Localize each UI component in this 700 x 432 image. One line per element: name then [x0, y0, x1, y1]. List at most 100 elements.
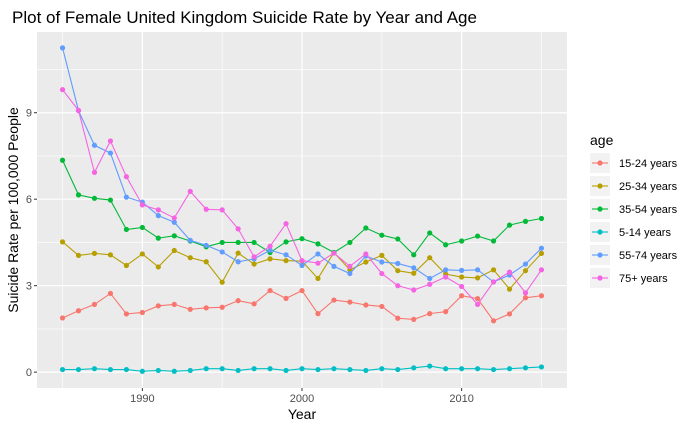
data-point-75-years — [283, 221, 289, 227]
data-point-5-14-years — [91, 366, 98, 372]
legend-item-25-34-years: 25-34 years — [590, 176, 678, 196]
data-point-15-24-years — [171, 301, 177, 308]
data-point-55-74-years — [411, 265, 417, 271]
x-tick-label: 2010 — [449, 393, 473, 405]
data-point-15-24-years — [506, 311, 513, 317]
data-point-5-14-years — [490, 366, 497, 373]
data-point-35-54-years — [411, 252, 417, 258]
data-point-35-54-years — [139, 224, 145, 231]
data-point-5-14-years — [427, 363, 433, 369]
data-point-25-34-years — [267, 256, 273, 262]
data-point-55-74-years — [299, 262, 305, 269]
data-point-55-74-years — [187, 237, 193, 244]
data-point-35-54-years — [219, 239, 225, 246]
data-point-35-54-years — [107, 197, 114, 203]
data-point-15-24-years — [538, 293, 545, 299]
data-point-55-74-years — [155, 213, 161, 219]
data-point-25-34-years — [187, 255, 193, 261]
data-point-5-14-years — [235, 367, 241, 374]
data-point-55-74-years — [522, 261, 529, 267]
data-point-5-14-years — [395, 366, 401, 373]
data-point-75-years — [59, 87, 66, 93]
data-point-5-14-years — [475, 366, 481, 372]
series-15-24-years — [59, 287, 545, 324]
data-point-55-74-years — [331, 263, 337, 269]
data-point-5-14-years — [59, 366, 66, 373]
legend-label: 5-14 years — [619, 227, 671, 239]
data-point-55-74-years — [459, 267, 465, 273]
data-point-75-years — [490, 279, 497, 285]
data-point-35-54-years — [395, 236, 401, 242]
data-point-15-24-years — [522, 295, 529, 301]
y-axis-title: Suicide Rate per 100,000 People — [5, 107, 21, 313]
data-point-35-54-years — [363, 225, 369, 231]
legend-label: 75+ years — [619, 273, 668, 285]
legend-label: 55-74 years — [619, 250, 678, 262]
data-point-25-34-years — [59, 239, 66, 245]
data-point-35-54-years — [538, 215, 545, 222]
data-point-15-24-years — [123, 311, 129, 317]
data-point-35-54-years — [283, 239, 289, 245]
data-point-55-74-years — [171, 219, 177, 225]
data-point-55-74-years — [107, 150, 114, 156]
data-point-25-34-years — [522, 268, 529, 274]
data-point-35-54-years — [459, 238, 465, 244]
data-point-75-years — [267, 243, 273, 249]
data-point-25-34-years — [395, 268, 401, 274]
data-point-55-74-years — [475, 267, 481, 273]
data-point-25-34-years — [411, 270, 417, 276]
legend-label: 25-34 years — [619, 181, 678, 193]
data-point-15-24-years — [411, 316, 417, 322]
data-point-15-24-years — [299, 287, 305, 294]
legend-label: 35-54 years — [619, 204, 678, 216]
data-point-55-74-years — [203, 242, 209, 248]
data-point-55-74-years — [315, 251, 321, 257]
data-point-75-years — [411, 287, 417, 293]
data-point-75-years — [427, 281, 433, 287]
data-point-5-14-years — [443, 366, 449, 372]
data-point-75-years — [538, 267, 545, 273]
data-point-5-14-years — [459, 366, 465, 372]
data-point-25-34-years — [203, 259, 209, 265]
data-point-75-years — [506, 269, 513, 275]
data-point-55-74-years — [235, 259, 241, 265]
data-point-75-years — [379, 270, 385, 277]
data-point-15-24-years — [347, 299, 353, 305]
data-point-25-34-years — [219, 279, 225, 285]
data-point-5-14-years — [251, 366, 257, 372]
data-point-15-24-years — [490, 318, 497, 324]
data-point-15-24-years — [107, 290, 114, 297]
data-point-35-54-years — [427, 230, 433, 236]
data-point-5-14-years — [171, 368, 177, 374]
data-point-25-34-years — [283, 257, 289, 264]
data-point-25-34-years — [538, 250, 545, 256]
data-point-15-24-years — [203, 305, 209, 311]
data-point-15-24-years — [219, 304, 225, 310]
legend-item-55-74-years: 55-74 years — [590, 245, 678, 265]
data-point-75-years — [203, 206, 209, 212]
data-point-75-years — [347, 263, 353, 269]
x-axis-title: Year — [288, 406, 317, 422]
data-point-5-14-years — [363, 367, 369, 374]
data-point-25-34-years — [459, 274, 465, 280]
data-point-55-74-years — [427, 275, 433, 282]
data-point-25-34-years — [171, 247, 177, 254]
data-point-55-74-years — [395, 260, 401, 267]
data-point-15-24-years — [331, 297, 337, 303]
data-point-75-years — [443, 274, 449, 280]
data-point-75-years — [363, 251, 369, 257]
data-point-55-74-years — [267, 247, 273, 253]
data-point-15-24-years — [443, 309, 449, 315]
data-point-15-24-years — [155, 303, 161, 309]
legend-item-15-24-years: 15-24 years — [590, 153, 678, 173]
legend-item-75-years: 75+ years — [590, 268, 668, 288]
data-point-25-34-years — [123, 262, 129, 269]
data-point-5-14-years — [203, 366, 209, 372]
data-point-15-24-years — [91, 301, 98, 308]
x-axis: 1990 2000 2010 — [130, 388, 474, 405]
data-point-35-54-years — [235, 239, 241, 246]
y-tick-label: 9 — [26, 108, 32, 120]
y-tick-label: 0 — [26, 367, 32, 379]
legend-key-point — [597, 275, 603, 281]
data-point-35-54-years — [91, 195, 98, 201]
